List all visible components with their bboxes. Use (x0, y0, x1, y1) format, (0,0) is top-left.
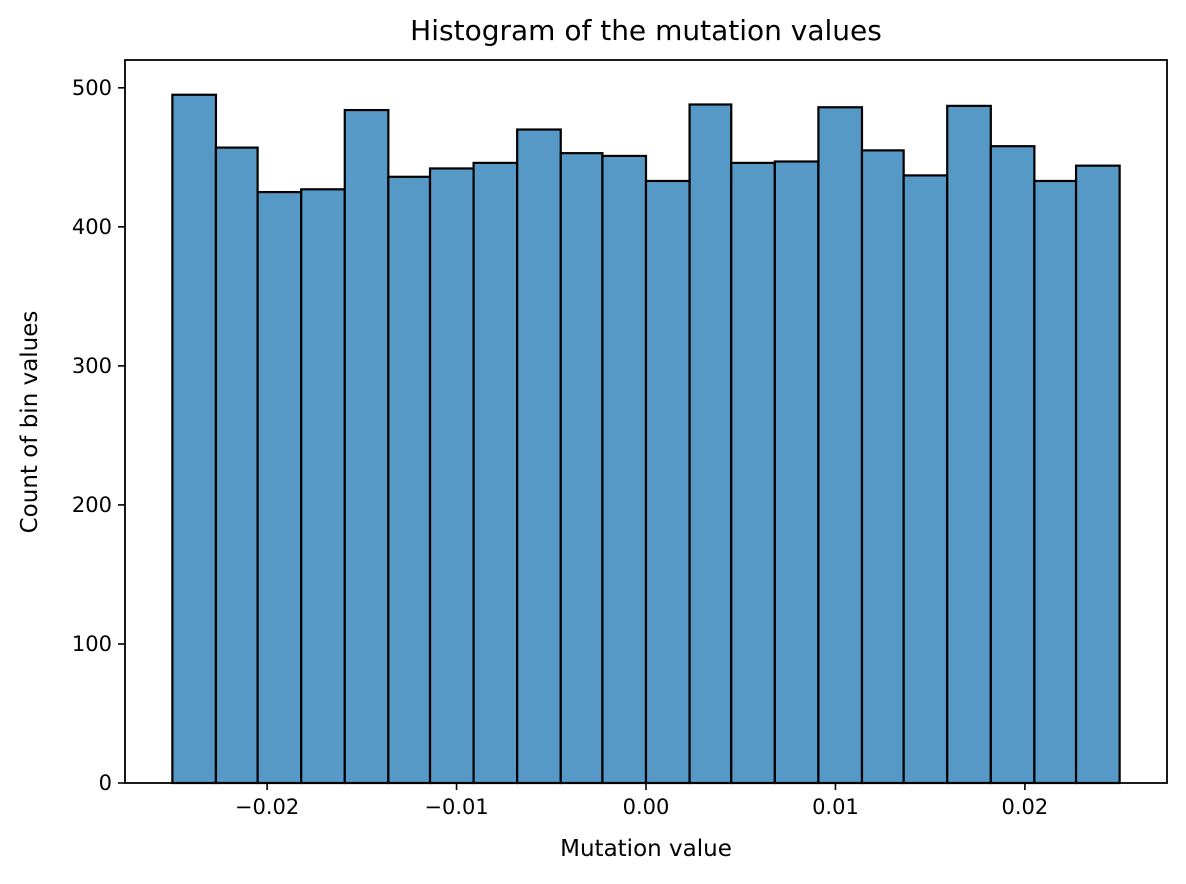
histogram-bar (1033, 179, 1078, 785)
histogram-bar (601, 154, 648, 785)
histogram-bar (946, 104, 992, 785)
y-tick-label: 0 (99, 771, 112, 795)
histogram-bar (773, 160, 820, 785)
histogram-bar (902, 174, 949, 785)
y-tick-label: 400 (72, 215, 112, 239)
histogram-bar (428, 167, 475, 785)
histogram-bar (559, 152, 604, 785)
x-axis-label: Mutation value (560, 836, 732, 862)
histogram-bar (472, 161, 519, 785)
histogram-bar (688, 103, 733, 785)
histogram-bar (817, 106, 864, 785)
x-tick-label: −0.02 (235, 795, 299, 819)
y-tick-label: 500 (72, 76, 112, 100)
histogram-bar (644, 179, 691, 785)
histogram-bar (300, 188, 346, 785)
x-tick-label: 0.01 (812, 795, 859, 819)
histogram-bar (343, 108, 390, 785)
y-tick-label: 100 (72, 632, 112, 656)
histogram-bar (730, 161, 776, 785)
histogram-bar (860, 149, 905, 785)
y-tick-label: 300 (72, 354, 112, 378)
y-tick-label: 200 (72, 493, 112, 517)
histogram-bar (989, 145, 1036, 785)
histogram-bar (171, 93, 218, 785)
histogram-bar (256, 190, 303, 785)
x-tick-label: −0.01 (424, 795, 488, 819)
histogram-bar (1074, 164, 1121, 785)
histogram-bar (516, 128, 562, 785)
x-tick-label: 0.00 (623, 795, 670, 819)
histogram-bar (214, 146, 259, 785)
x-tick-label: 0.02 (1002, 795, 1049, 819)
chart-title: Histogram of the mutation values (410, 14, 882, 47)
histogram-bar (387, 175, 432, 785)
